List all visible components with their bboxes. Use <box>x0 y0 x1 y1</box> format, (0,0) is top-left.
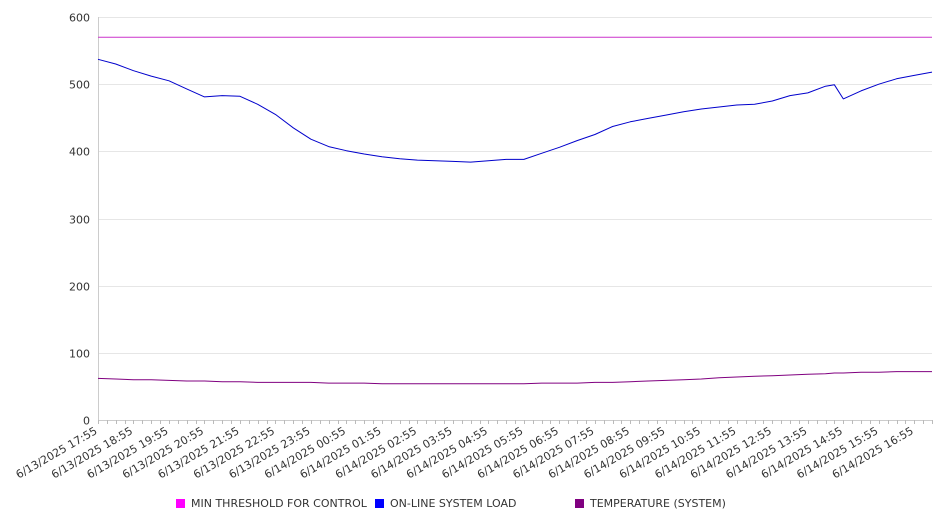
y-tick-label: 600 <box>69 12 90 25</box>
y-tick-label: 0 <box>83 415 90 428</box>
legend-item-temperature[interactable]: TEMPERATURE (SYSTEM) <box>575 497 726 510</box>
legend-swatch-min-threshold <box>176 499 185 508</box>
grid-lines <box>98 17 932 354</box>
series-line-on-line-system-load <box>97 58 933 163</box>
y-tick-label: 400 <box>69 146 90 159</box>
y-tick-label: 200 <box>69 281 90 294</box>
legend-swatch-temperature <box>575 499 584 508</box>
series-line-temperature-system <box>97 371 932 385</box>
x-tick-labels: 6/13/2025 17:556/13/2025 18:556/13/2025 … <box>14 424 916 481</box>
y-tick-label: 300 <box>69 214 90 227</box>
legend-item-system-load[interactable]: ON-LINE SYSTEM LOAD <box>375 497 516 510</box>
axes <box>98 17 933 424</box>
y-tick-labels: 0 100 200 300 400 500 600 <box>69 12 90 428</box>
series-lines <box>97 36 933 385</box>
y-tick-label: 100 <box>69 348 90 361</box>
legend-label-min-threshold: MIN THRESHOLD FOR CONTROL <box>191 497 367 510</box>
legend: MIN THRESHOLD FOR CONTROL ON-LINE SYSTEM… <box>0 497 946 515</box>
legend-label-system-load: ON-LINE SYSTEM LOAD <box>390 497 517 510</box>
legend-label-temperature: TEMPERATURE (SYSTEM) <box>590 497 726 510</box>
y-tick-label: 500 <box>69 79 90 92</box>
legend-item-min-threshold[interactable]: MIN THRESHOLD FOR CONTROL <box>176 497 367 510</box>
legend-swatch-system-load <box>375 499 384 508</box>
